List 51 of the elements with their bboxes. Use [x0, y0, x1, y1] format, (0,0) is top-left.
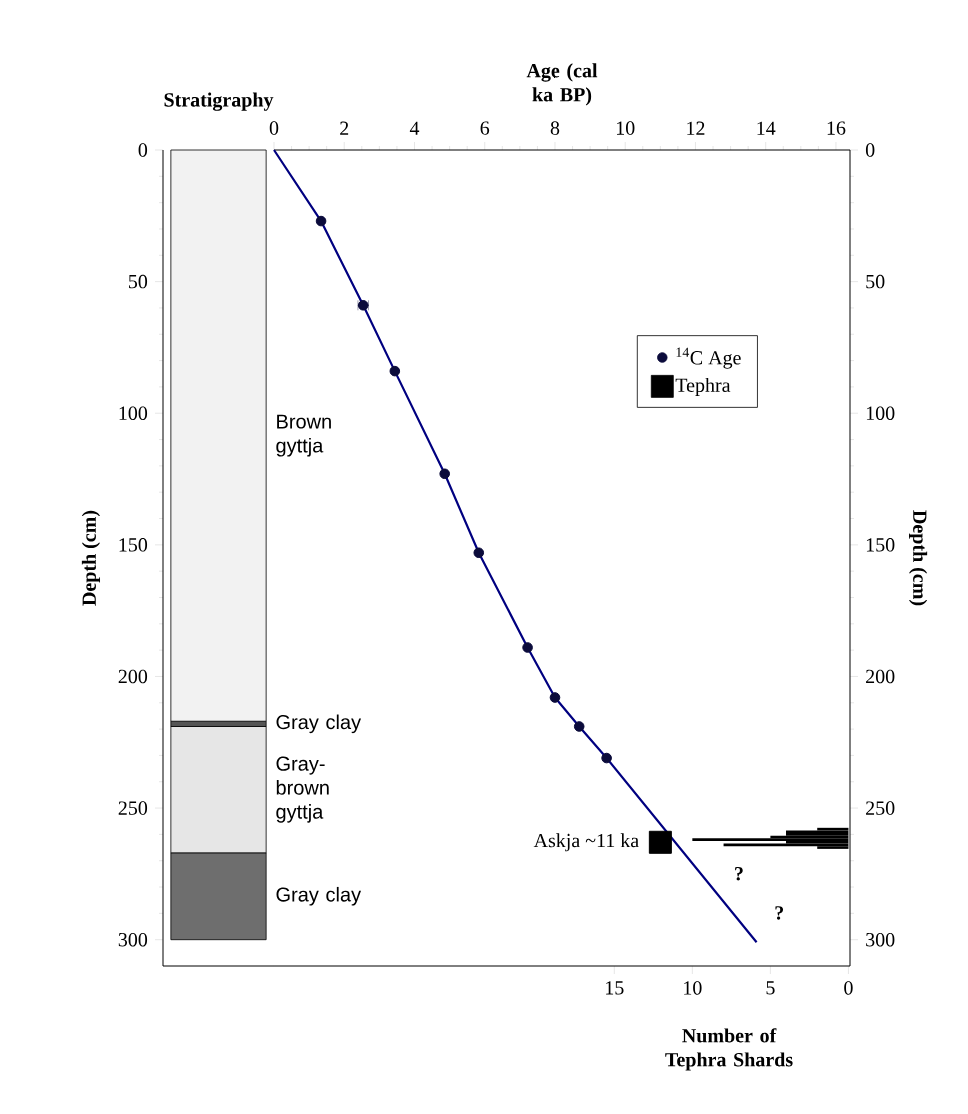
x-axis-title: Age (cal ka BP) [526, 63, 598, 106]
x-tick-label: 14 [757, 121, 776, 135]
x-tick-label: 8 [550, 121, 560, 135]
y-tick-label: 50 [866, 274, 885, 289]
y-tick-label: 0 [138, 143, 148, 157]
x-tick-label: 0 [844, 981, 853, 995]
point [389, 365, 401, 377]
x-tick-label: 5 [766, 981, 775, 995]
series-label: Gray clay [276, 714, 362, 734]
annotation: ? [735, 866, 743, 881]
point [522, 642, 533, 653]
series-label: Gray clay [276, 886, 362, 906]
y-tick-label: 200 [866, 669, 895, 684]
y-tick-label: 0 [865, 143, 875, 157]
y-tick-label: 100 [119, 406, 148, 420]
y-axis-title: Depth (cm) [81, 510, 101, 606]
point [549, 692, 561, 703]
chart-title: Stratigraphy [164, 92, 274, 111]
point [439, 468, 450, 480]
point [473, 547, 485, 559]
x-tick-label: 0 [269, 121, 279, 135]
y-tick-label: 300 [866, 932, 895, 947]
x-tick-label: 4 [409, 121, 420, 135]
y-tick-label: 200 [118, 669, 148, 684]
y-tick-label: 150 [866, 538, 895, 552]
y-tick-label: 250 [866, 801, 895, 815]
y-tick-label: 250 [118, 801, 148, 815]
x-axis-title: Number of Tephra Shards [665, 1028, 793, 1071]
y-tick-label: 300 [118, 932, 148, 947]
y-tick-label: 100 [866, 406, 895, 420]
point [648, 830, 672, 854]
series-label: Brown gyttja [276, 414, 331, 457]
point [573, 721, 585, 732]
annotation: ? [775, 906, 784, 920]
line-series [272, 148, 758, 944]
x-tick-label: 10 [616, 121, 635, 135]
legend-label: Tephra [675, 377, 731, 397]
y-tick-label: 50 [128, 274, 148, 289]
y-axis-title: Depth (cm) [909, 510, 928, 606]
x-tick-label: 16 [827, 121, 846, 135]
x-tick-label: 2 [340, 121, 349, 135]
x-tick-label: 6 [480, 121, 490, 135]
annotation: Askja ~11 ka [533, 833, 639, 852]
legend-label: $^{14}$C Age [676, 347, 741, 369]
x-tick-label: 12 [687, 121, 705, 135]
x-tick-label: 15 [606, 981, 624, 995]
point [315, 215, 327, 227]
x-tick-label: 10 [684, 981, 702, 995]
y-tick-label: 150 [119, 538, 148, 552]
point [601, 752, 612, 764]
series-label: Gray-brown gyttja [276, 756, 329, 823]
